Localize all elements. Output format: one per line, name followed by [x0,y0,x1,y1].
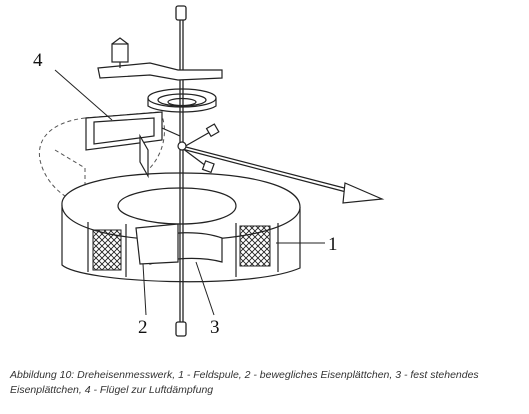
moving-iron-instrument-diagram: 4 1 2 3 [33,5,385,338]
label-4: 4 [33,50,43,71]
spiral-spring [147,88,217,113]
coil-winding-left [92,229,122,271]
figure-caption: Abbildung 10: Dreheisenmesswerk, 1 - Fel… [10,369,479,396]
coil-winding-right [239,225,271,267]
label-3: 3 [210,317,220,338]
pointer [177,123,385,204]
moving-iron-plate [135,223,179,265]
label-2: 2 [138,317,148,338]
label-1: 1 [328,234,338,255]
shaft [175,5,187,337]
zero-adjuster [97,37,223,81]
damping-vane [85,111,181,179]
leader-lines [54,69,325,316]
